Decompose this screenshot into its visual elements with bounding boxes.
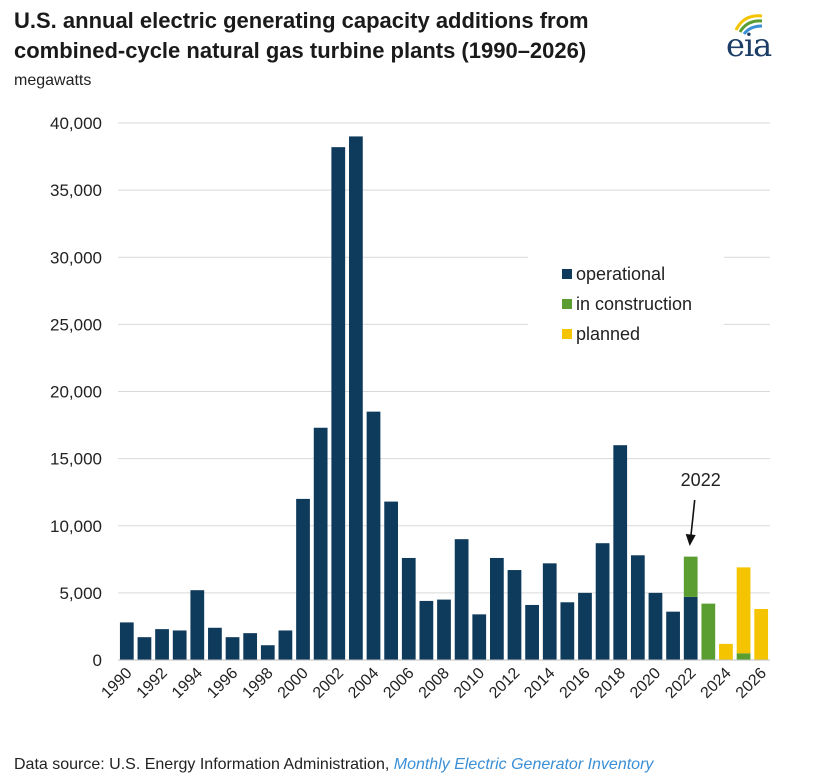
source-prefix: Data source: U.S. Energy Information Adm…: [14, 756, 394, 773]
bar-operational-1990: [119, 622, 134, 660]
logo-text: eia: [726, 26, 772, 64]
x-tick-label: 2004: [345, 665, 382, 702]
bar-operational-1991: [137, 637, 152, 660]
bar-operational-2009: [454, 539, 469, 660]
x-tick-label: 1998: [239, 665, 276, 702]
bar-operational-2020: [648, 592, 663, 660]
bar-operational-2003: [349, 136, 363, 661]
annotation-label: 2022: [681, 470, 721, 490]
bar-chart: 0 5,000 10,000 15,000 20,000 25,000 30,000 35,0…: [50, 114, 770, 702]
bar-operational-1998: [260, 645, 275, 660]
bar-operational-2012: [507, 570, 522, 660]
x-tick-label: 1992: [134, 665, 171, 702]
annotation-arrow-line: [689, 499, 696, 539]
bar-operational-2021: [666, 611, 680, 660]
bar-operational-2016: [578, 592, 592, 660]
bar-operational-2011: [489, 557, 504, 660]
legend-swatch-in-construction: [562, 299, 572, 309]
bar-operational-2004: [366, 411, 381, 660]
bar-operational-2015: [560, 602, 575, 660]
legend-label-in-construction: in construction: [576, 294, 692, 314]
title-line-1: U.S. annual electric generating capacity…: [14, 8, 589, 33]
bar-operational-1997: [243, 633, 258, 660]
y-tick-label: 20,000: [50, 383, 102, 402]
title-line-2: combined-cycle natural gas turbine plant…: [14, 38, 587, 63]
x-tick-label: 2012: [486, 665, 523, 702]
y-tick-label: 0: [93, 651, 102, 670]
bar-operational-1995: [208, 627, 222, 660]
x-tick-label: 1994: [169, 665, 206, 702]
bar-operational-2019: [630, 555, 645, 660]
x-tick-label: 2024: [698, 665, 735, 702]
bar-planned-2026: [754, 608, 769, 660]
units-label: megawatts: [14, 72, 92, 89]
bar-operational-2008: [437, 599, 451, 660]
bar-in-construction-2025: [736, 653, 751, 660]
x-tick-label: 2002: [310, 665, 347, 702]
y-tick-label: 5,000: [59, 584, 102, 603]
x-tick-label: 2010: [451, 665, 488, 702]
bar-operational-2006: [401, 557, 416, 660]
x-tick-label: 1996: [204, 665, 241, 702]
bar-operational-1996: [225, 637, 240, 660]
bar-in-construction-2022: [683, 556, 698, 597]
bar-operational-2000: [296, 498, 310, 660]
x-tick-label: 2016: [557, 665, 594, 702]
bar-operational-2013: [525, 604, 539, 660]
bar-operational-2014: [542, 563, 557, 660]
chart-title: U.S. annual electric generating capacity…: [14, 6, 714, 66]
x-tick-label: 2006: [380, 665, 417, 702]
bar-planned-2024: [719, 643, 733, 660]
bar-operational-1999: [278, 630, 293, 660]
x-tick-label: 2018: [592, 665, 629, 702]
bar-operational-2002: [331, 147, 346, 661]
bar-planned-2025: [736, 567, 751, 654]
legend-label-planned: planned: [576, 324, 640, 344]
legend-swatch-planned: [562, 329, 572, 339]
legend-label-operational: operational: [576, 264, 665, 284]
x-tick-label: 2022: [662, 665, 699, 702]
bar-operational-1994: [190, 590, 205, 660]
source-link[interactable]: Monthly Electric Generator Inventory: [393, 756, 654, 773]
bar-operational-1992: [155, 629, 169, 660]
x-tick-label: 1990: [98, 665, 135, 702]
bar-operational-2007: [419, 600, 434, 660]
legend-swatch-operational: [562, 269, 572, 279]
bar-operational-1993: [172, 630, 187, 660]
x-tick-label: 2000: [275, 665, 312, 702]
bar-operational-2001: [313, 427, 328, 660]
bar-operational-2010: [472, 614, 487, 660]
y-tick-label: 25,000: [50, 315, 102, 334]
y-tick-label: 10,000: [50, 517, 102, 536]
legend-box: [528, 256, 724, 354]
bar-operational-2017: [595, 543, 610, 660]
bar-in-construction-2023: [701, 603, 716, 660]
y-tick-label: 15,000: [50, 450, 102, 469]
annotation-arrow-head: [685, 534, 696, 546]
x-tick-label: 2014: [521, 665, 558, 702]
y-tick-label: 35,000: [50, 181, 102, 200]
bar-operational-2005: [384, 501, 399, 660]
x-tick-label: 2020: [627, 665, 664, 702]
x-tick-label: 2026: [733, 665, 770, 702]
source-note: Data source: U.S. Energy Information Adm…: [14, 756, 653, 774]
y-tick-label: 30,000: [50, 248, 102, 267]
bar-operational-2018: [613, 445, 628, 660]
eia-logo-icon: [734, 14, 763, 35]
y-tick-label: 40,000: [50, 114, 102, 133]
bar-operational-2022: [683, 596, 698, 660]
x-tick-label: 2008: [416, 665, 453, 702]
